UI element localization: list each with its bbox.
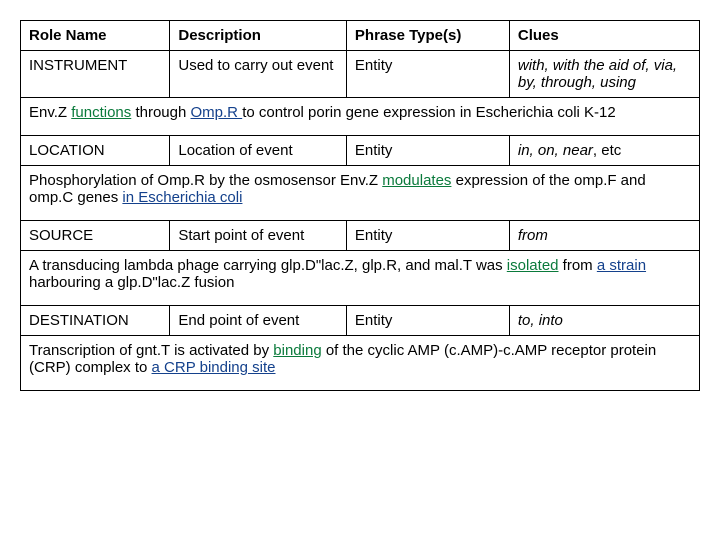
example-mid: from bbox=[559, 257, 597, 274]
table-row: SOURCE Start point of event Entity from bbox=[21, 221, 700, 251]
cell-phrase: Entity bbox=[346, 306, 509, 336]
example-func: binding bbox=[273, 342, 321, 359]
example-post: harbouring a glp.D"lac.Z fusion bbox=[29, 274, 234, 291]
cell-clues: in, on, near, etc bbox=[509, 136, 699, 166]
header-phrase: Phrase Type(s) bbox=[346, 21, 509, 51]
header-role: Role Name bbox=[21, 21, 170, 51]
example-arg: a strain bbox=[597, 257, 646, 274]
example-row: A transducing lambda phage carrying glp.… bbox=[21, 251, 700, 306]
cell-role: DESTINATION bbox=[21, 306, 170, 336]
clues-text: with, with the aid of, via, by, through,… bbox=[518, 57, 677, 91]
example-cell: Phosphorylation of Omp.R by the osmosens… bbox=[21, 166, 700, 221]
example-func: modulates bbox=[382, 172, 451, 189]
example-row: Transcription of gnt.T is activated by b… bbox=[21, 336, 700, 391]
cell-role: LOCATION bbox=[21, 136, 170, 166]
example-mid: through bbox=[131, 104, 190, 121]
example-post: to control porin gene expression in Esch… bbox=[242, 104, 616, 121]
example-cell: Env.Z functions through Omp.R to control… bbox=[21, 98, 700, 136]
clues-text: in, on, near bbox=[518, 142, 593, 159]
cell-clues: from bbox=[509, 221, 699, 251]
clues-suffix: , etc bbox=[593, 142, 621, 159]
cell-clues: to, into bbox=[509, 306, 699, 336]
roles-table: Role Name Description Phrase Type(s) Clu… bbox=[20, 20, 700, 391]
example-pre: Phosphorylation of Omp.R by the osmosens… bbox=[29, 172, 382, 189]
example-func: functions bbox=[71, 104, 131, 121]
table-row: INSTRUMENT Used to carry out event Entit… bbox=[21, 51, 700, 98]
example-arg: a CRP binding site bbox=[152, 359, 276, 376]
cell-desc: Used to carry out event bbox=[170, 51, 347, 98]
clues-text: to, into bbox=[518, 312, 563, 329]
example-arg: in Escherichia coli bbox=[122, 189, 242, 206]
cell-role: SOURCE bbox=[21, 221, 170, 251]
cell-phrase: Entity bbox=[346, 136, 509, 166]
cell-role: INSTRUMENT bbox=[21, 51, 170, 98]
cell-desc: End point of event bbox=[170, 306, 347, 336]
cell-phrase: Entity bbox=[346, 221, 509, 251]
example-pre: Env.Z bbox=[29, 104, 71, 121]
cell-desc: Start point of event bbox=[170, 221, 347, 251]
table-row: DESTINATION End point of event Entity to… bbox=[21, 306, 700, 336]
example-pre: Transcription of gnt.T is activated by bbox=[29, 342, 273, 359]
cell-desc: Location of event bbox=[170, 136, 347, 166]
example-cell: A transducing lambda phage carrying glp.… bbox=[21, 251, 700, 306]
example-arg: Omp.R bbox=[191, 104, 243, 121]
cell-clues: with, with the aid of, via, by, through,… bbox=[509, 51, 699, 98]
clues-text: from bbox=[518, 227, 548, 244]
example-cell: Transcription of gnt.T is activated by b… bbox=[21, 336, 700, 391]
table-header-row: Role Name Description Phrase Type(s) Clu… bbox=[21, 21, 700, 51]
example-pre: A transducing lambda phage carrying glp.… bbox=[29, 257, 507, 274]
cell-phrase: Entity bbox=[346, 51, 509, 98]
example-row: Env.Z functions through Omp.R to control… bbox=[21, 98, 700, 136]
example-func: isolated bbox=[507, 257, 559, 274]
header-clues: Clues bbox=[509, 21, 699, 51]
example-row: Phosphorylation of Omp.R by the osmosens… bbox=[21, 166, 700, 221]
header-desc: Description bbox=[170, 21, 347, 51]
table-row: LOCATION Location of event Entity in, on… bbox=[21, 136, 700, 166]
